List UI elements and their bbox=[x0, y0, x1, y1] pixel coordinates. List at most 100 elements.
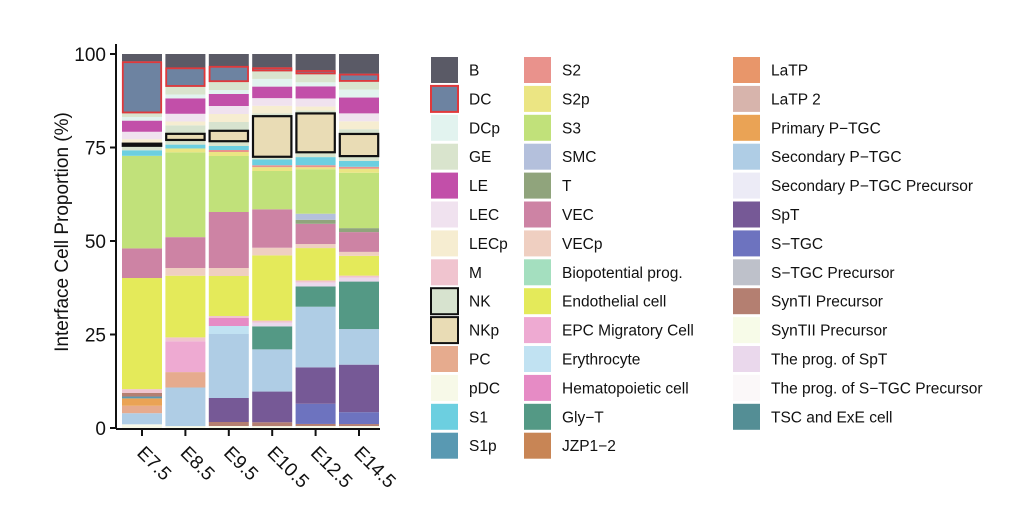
bar-segment-E10.5-VEC bbox=[252, 209, 293, 248]
bar-segment-E14.5-The-prog.-of-SpT bbox=[339, 277, 379, 282]
bar-segment-E10.5-LE bbox=[252, 86, 293, 99]
bar-segment-E12.5-VECp bbox=[295, 244, 336, 249]
plot-area bbox=[121, 54, 380, 428]
legend-swatch bbox=[430, 316, 459, 345]
legend-label: M bbox=[469, 265, 482, 282]
bar-segment-E9.5-B bbox=[208, 54, 249, 66]
bar-segment-E10.5-M bbox=[252, 320, 293, 323]
bar-segment-E8.5-PC bbox=[165, 372, 206, 388]
legend-swatch bbox=[524, 85, 551, 112]
legend-label: S−TGC bbox=[771, 236, 823, 253]
legend-label: VEC bbox=[562, 207, 594, 224]
legend-swatch bbox=[733, 288, 760, 315]
bar-segment-E9.5-GE bbox=[208, 142, 249, 146]
legend-label: NK bbox=[469, 294, 491, 311]
legend-label: SynTII Precursor bbox=[771, 323, 887, 340]
bar-segment-E8.5-DC bbox=[165, 67, 206, 87]
legend-swatch bbox=[524, 259, 551, 286]
bar-segment-E7.5-S3 bbox=[122, 155, 162, 249]
legend-swatch bbox=[431, 114, 458, 141]
bar-segment-E14.5-S2 bbox=[339, 166, 379, 169]
bar-segment-E10.5-DCp bbox=[252, 78, 293, 87]
legend-label: LaTP bbox=[771, 63, 808, 80]
legend-swatch bbox=[524, 114, 551, 141]
bar-segment-E14.5-NKp bbox=[339, 133, 379, 157]
legend-swatch bbox=[524, 403, 551, 430]
legend-label: GE bbox=[469, 149, 491, 166]
legend-label: PC bbox=[469, 352, 491, 369]
bar-segment-E12.5-S2p bbox=[295, 167, 336, 170]
legend-label: NKp bbox=[469, 323, 499, 340]
legend-label: B bbox=[469, 63, 479, 80]
legend-label: pDC bbox=[469, 380, 500, 397]
bar-segment-E7.5-SynTI-Precursor bbox=[122, 392, 162, 397]
legend-label: S1p bbox=[469, 438, 497, 455]
legend-swatch bbox=[431, 172, 458, 199]
bar-segment-E14.5-T bbox=[339, 228, 379, 233]
bar-segment-E10.5-NKp bbox=[252, 115, 293, 158]
legend-swatch bbox=[733, 230, 760, 257]
bar-segment-E7.5-Primary-P−TGC bbox=[122, 398, 162, 406]
legend-label: SynTI Precursor bbox=[771, 294, 883, 311]
legend-swatch bbox=[733, 114, 760, 141]
bar-segment-E12.5-Endothelial-cell bbox=[295, 248, 336, 281]
bar-segment-E8.5-M bbox=[165, 337, 206, 342]
bar-segment-E12.5-M bbox=[295, 280, 336, 283]
bar-segment-E9.5-VECp bbox=[208, 268, 249, 276]
bar-segment-E14.5-Endothelial-cell bbox=[339, 255, 379, 276]
bar-segment-E12.5-NK bbox=[295, 110, 336, 113]
legend-swatch bbox=[524, 317, 551, 344]
y-axis: 0 25 50 75 100 bbox=[74, 44, 117, 440]
bar-segment-E10.5-LEC bbox=[252, 98, 293, 106]
bar-segment-E8.5-pDC bbox=[165, 426, 206, 428]
bar-segment-E12.5-SynTI-Precursor bbox=[295, 423, 336, 426]
bar-segment-E14.5-SynTI-Precursor bbox=[339, 424, 379, 427]
bar-segment-E7.5-GE bbox=[122, 146, 162, 151]
legend-swatch bbox=[733, 57, 760, 83]
legend-label: DC bbox=[469, 91, 491, 108]
legend-swatch bbox=[431, 346, 458, 372]
bar-segment-E14.5-GE bbox=[339, 81, 379, 90]
bar-segment-E14.5-Secondary-P−TGC bbox=[339, 329, 379, 365]
legend-label: S−TGC Precursor bbox=[771, 265, 895, 282]
legend-swatch bbox=[524, 57, 551, 83]
legend-label: DCp bbox=[469, 120, 500, 137]
bar-segment-E10.5-LECp bbox=[252, 105, 293, 114]
bar-segment-E7.5-GE bbox=[122, 113, 162, 117]
legend-swatch bbox=[431, 230, 458, 257]
bar-segment-E9.5-LECp bbox=[208, 114, 249, 122]
legend-swatch bbox=[524, 288, 551, 315]
bar-outline-E14.5-NKp bbox=[338, 132, 380, 158]
legend-label: Erythrocyte bbox=[562, 352, 640, 369]
bar-segment-E12.5-DC bbox=[295, 70, 336, 75]
bar-segment-E8.5-S2p bbox=[165, 148, 206, 153]
x-tick-label: E10.5 bbox=[263, 443, 313, 493]
bar-segment-E8.5-GE bbox=[165, 140, 206, 145]
legend-swatch bbox=[733, 374, 760, 401]
legend-swatch bbox=[431, 259, 458, 286]
x-tick-label: E12.5 bbox=[306, 443, 356, 493]
bar-segment-E12.5-SMC bbox=[295, 213, 336, 220]
bar-segment-E9.5-LE bbox=[208, 94, 249, 106]
bar-segment-E8.5-VECp bbox=[165, 267, 206, 276]
legend-swatch bbox=[524, 143, 551, 170]
bar-segment-E9.5-Endothelial-cell bbox=[208, 276, 249, 316]
legend-swatch bbox=[733, 172, 760, 199]
bar-segment-E9.5-LEC bbox=[208, 106, 249, 114]
legend-swatch bbox=[431, 143, 458, 170]
bar-segment-E8.5-LE bbox=[165, 98, 206, 114]
x-tick-label: E14.5 bbox=[349, 443, 399, 493]
legend-label: S2 bbox=[562, 63, 581, 80]
bar-segment-E12.5-SpT bbox=[295, 367, 336, 404]
bar-segment-E8.5-NKp bbox=[165, 133, 206, 141]
bar-segment-E14.5-SpT bbox=[339, 364, 379, 413]
legend-label: JZP1−2 bbox=[562, 438, 616, 455]
legend-label: Biopotential prog. bbox=[562, 265, 683, 282]
bar-segment-E12.5-Gly−T bbox=[295, 286, 336, 307]
bar-segment-E14.5-LECp bbox=[339, 121, 379, 130]
bar-segment-E14.5-Gly−T bbox=[339, 281, 379, 330]
bar-segment-E9.5-NK bbox=[208, 122, 249, 130]
bar-segment-E7.5-DCp bbox=[122, 116, 162, 121]
bar-outline-E8.5-DC bbox=[165, 67, 206, 87]
